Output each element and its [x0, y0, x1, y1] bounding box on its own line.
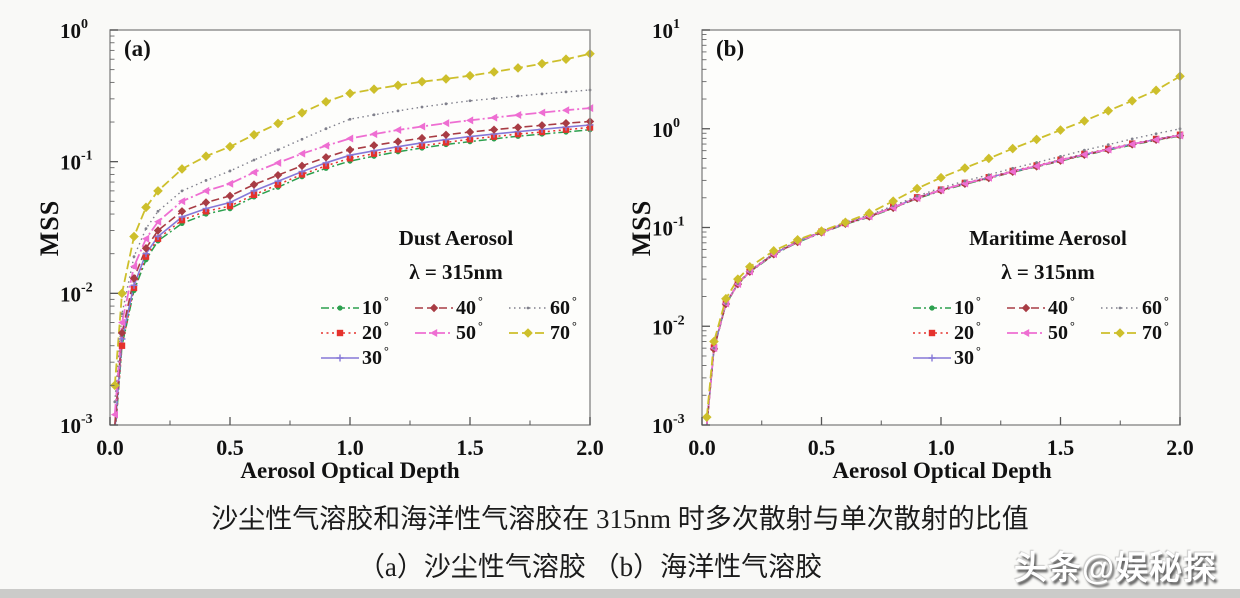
legend-label: 40	[1048, 297, 1068, 319]
legend-entry-30deg: 30 °	[320, 344, 414, 369]
legend-b-entries: 10 ° 40 ° 60 ° 20 ° 50 ° 70 ° 30 °	[912, 294, 1184, 369]
legend-entry-40deg: 40 °	[414, 294, 508, 319]
legend-line-sample	[1101, 306, 1139, 310]
degree-symbol: °	[384, 343, 389, 358]
y-axis-label-b: MSS	[627, 199, 656, 257]
legend-label: 10	[954, 297, 974, 319]
svg-text:100: 100	[652, 116, 680, 142]
degree-symbol: °	[572, 318, 577, 333]
legend-entry-60deg: 60 °	[1100, 294, 1184, 319]
legend-entry-20deg: 20 °	[320, 319, 414, 344]
legend-line-sample	[1007, 303, 1045, 313]
legend-line-sample	[913, 305, 951, 311]
svg-text:0.5: 0.5	[808, 435, 836, 460]
legend-entry-40deg: 40 °	[1006, 294, 1100, 319]
degree-symbol: °	[976, 293, 981, 308]
degree-symbol: °	[1164, 293, 1169, 308]
svg-text:2.0: 2.0	[576, 435, 604, 460]
svg-text:0.0: 0.0	[688, 435, 716, 460]
legend-entry-50deg: 50 °	[1006, 319, 1100, 344]
bottom-edge-strip	[0, 589, 1240, 598]
legend-a-title: Dust Aerosol	[398, 226, 514, 250]
svg-text:0.5: 0.5	[216, 435, 244, 460]
watermark-text: 头条@娱秘探	[1014, 549, 1218, 586]
legend-b-wavelength: λ = 315nm	[1001, 260, 1095, 284]
legend-b-title: Maritime Aerosol	[969, 226, 1127, 250]
degree-symbol: °	[384, 318, 389, 333]
legend-entry-10deg: 10 °	[912, 294, 1006, 319]
dust-aerosol-chart-canvas: 0.0 0.5 1.0 1.5 2.0 100 10-1 10-2 10-3	[60, 17, 604, 460]
legend-line-sample	[321, 354, 359, 362]
legend-label: 50	[456, 322, 476, 344]
legend-label: 60	[550, 297, 570, 319]
chart-panel-a: 0.0 0.5 1.0 1.5 2.0 100 10-1 10-2 10-3 (a) MSS A…	[0, 0, 620, 500]
legend-entry-70deg: 70 °	[508, 319, 592, 344]
legend-label: 60	[1142, 297, 1162, 319]
degree-symbol: °	[1164, 318, 1169, 333]
degree-symbol: °	[1070, 293, 1075, 308]
svg-text:101: 101	[652, 17, 680, 43]
legend-line-sample	[415, 303, 453, 313]
legend-entry-50deg: 50 °	[414, 319, 508, 344]
legend-label: 50	[1048, 322, 1068, 344]
legend-line-sample	[509, 328, 547, 338]
legend-line-sample	[321, 329, 359, 337]
legend-a-wavelength: λ = 315nm	[409, 260, 503, 284]
svg-text:2.0: 2.0	[1166, 435, 1194, 460]
legend-label: 70	[550, 322, 570, 344]
legend-line-sample	[1007, 329, 1045, 337]
legend-line-sample	[415, 329, 453, 337]
legend-line-sample	[1101, 328, 1139, 338]
degree-symbol: °	[976, 318, 981, 333]
legend-entry-20deg: 20 °	[912, 319, 1006, 344]
degree-symbol: °	[384, 293, 389, 308]
legend-line-sample	[913, 329, 951, 337]
legend-entry-60deg: 60 °	[508, 294, 592, 319]
legend-line-sample	[509, 306, 547, 310]
panel-b-label: (b)	[716, 36, 745, 61]
legend-line-sample	[321, 305, 359, 311]
x-axis-label-a: Aerosol Optical Depth	[240, 458, 460, 483]
legend-label: 70	[1142, 322, 1162, 344]
y-axis-label-a: MSS	[35, 199, 64, 257]
svg-text:10-3: 10-3	[652, 412, 685, 438]
svg-text:10-1: 10-1	[60, 149, 93, 175]
svg-text:1.0: 1.0	[927, 435, 955, 460]
legend-label: 40	[456, 297, 476, 319]
degree-symbol: °	[976, 343, 981, 358]
chart-panel-b: 0.0 0.5 1.0 1.5 2.0 101 100 10-1 10-2 10-3 (b) MS…	[592, 0, 1240, 500]
degree-symbol: °	[478, 293, 483, 308]
svg-text:10-2: 10-2	[652, 313, 685, 339]
legend-entry-70deg: 70 °	[1100, 319, 1184, 344]
svg-text:100: 100	[60, 17, 88, 43]
svg-text:0.0: 0.0	[96, 435, 124, 460]
legend-label: 30	[954, 347, 974, 369]
legend-a-entries: 10 ° 40 ° 60 ° 20 ° 50 ° 70 ° 30 °	[320, 294, 592, 369]
degree-symbol: °	[572, 293, 577, 308]
legend-label: 20	[362, 322, 382, 344]
figure-caption-title: 沙尘性气溶胶和海洋性气溶胶在 315nm 时多次散射与单次散射的比值	[211, 504, 1029, 534]
svg-text:1.0: 1.0	[336, 435, 364, 460]
legend-label: 30	[362, 347, 382, 369]
svg-text:1.5: 1.5	[456, 435, 484, 460]
panel-a-label: (a)	[124, 36, 151, 61]
legend-entry-10deg: 10 °	[320, 294, 414, 319]
legend-entry-30deg: 30 °	[912, 344, 1006, 369]
legend-b: Maritime Aerosol λ = 315nm 10 ° 40 ° 60 ° 20 ° 5…	[912, 226, 1184, 368]
svg-text:1.5: 1.5	[1047, 435, 1075, 460]
degree-symbol: °	[1070, 318, 1075, 333]
legend-label: 20	[954, 322, 974, 344]
degree-symbol: °	[478, 318, 483, 333]
svg-text:10-2: 10-2	[60, 280, 93, 306]
x-axis-label-b: Aerosol Optical Depth	[832, 458, 1052, 483]
legend-line-sample	[913, 354, 951, 362]
legend-a: Dust Aerosol λ = 315nm 10 ° 40 ° 60 ° 20 ° 50 ° 70…	[320, 226, 592, 368]
svg-text:10-3: 10-3	[60, 412, 93, 438]
legend-label: 10	[362, 297, 382, 319]
figure-caption-subtitle: （a）沙尘性气溶胶 （b）海洋性气溶胶	[357, 552, 823, 582]
